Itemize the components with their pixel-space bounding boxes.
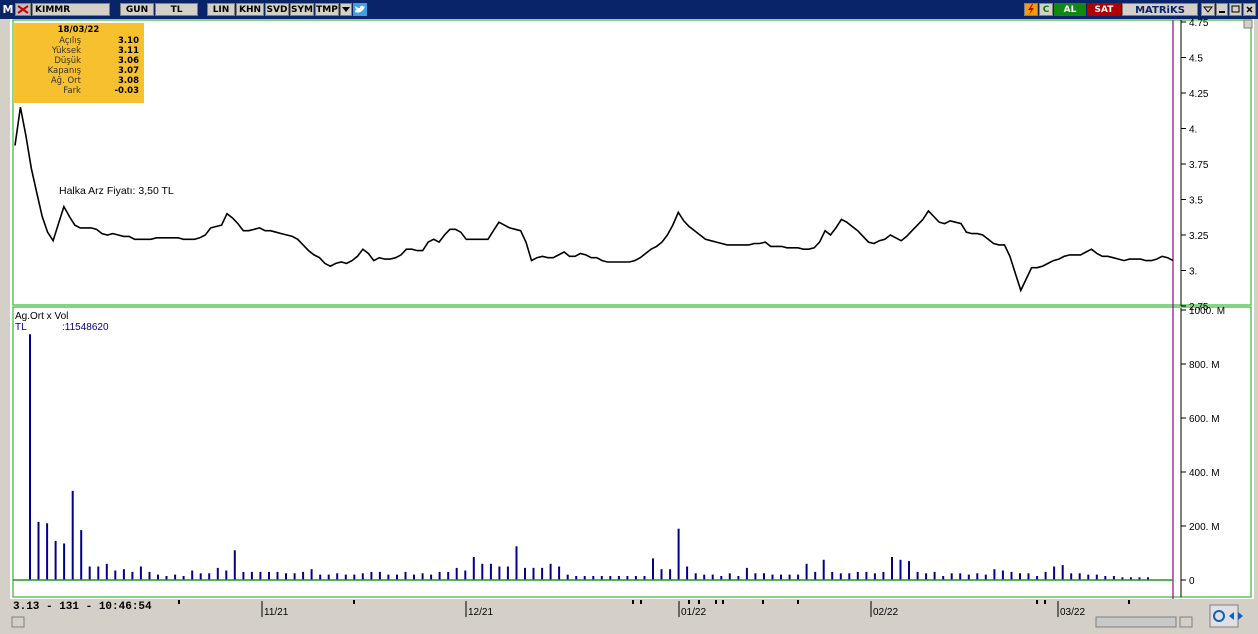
- event-marker: [688, 600, 690, 604]
- volume-tick-label: 800. M: [1189, 360, 1220, 371]
- info-row-open: Açılış 3.10: [13, 36, 144, 46]
- volume-legend-title: Ag.Ort x Vol: [15, 311, 69, 322]
- info-row-diff: Fark -0.03: [13, 86, 144, 96]
- scroll-left-icon: [11, 616, 25, 628]
- event-marker: [353, 600, 355, 604]
- sell-button[interactable]: SAT: [1087, 3, 1121, 16]
- refresh-circle: [1213, 610, 1225, 622]
- price-tick-label: 2.75: [1189, 302, 1209, 313]
- volume-pane-border: [12, 306, 1252, 598]
- price-tick-label: 3.5: [1189, 196, 1203, 207]
- volume-tick-label: 0: [1189, 576, 1195, 587]
- time-axis: 11/21 12/21 01/22 02/22 03/22: [11, 600, 1243, 628]
- info-key: Kapanış: [47, 66, 81, 76]
- info-key: Fark: [63, 86, 81, 96]
- event-marker: [640, 600, 642, 604]
- event-marker: [1036, 600, 1038, 604]
- nav-right-icon: [1238, 612, 1243, 620]
- scroll-right-icon: [1179, 616, 1193, 628]
- ipo-annotation: Halka Arz Fiyatı: 3,50 TL: [59, 185, 174, 197]
- event-marker: [762, 600, 764, 604]
- time-tick-label: 02/22: [873, 607, 898, 618]
- volume-tick-label: 200. M: [1189, 522, 1220, 533]
- price-tick-label: 4.: [1189, 125, 1197, 136]
- info-value: 3.10: [118, 36, 139, 46]
- info-key: Açılış: [59, 36, 81, 46]
- bottom-bar: 3.13 - 131 - 10:46:54 11/21 12/21 01/22 02/…: [0, 599, 1258, 634]
- chart-area[interactable]: 4.75 4.5 4.25 4. 3.75 3.5 3.25 3. 2.75 1000. M 80…: [10, 18, 1254, 599]
- close-icon[interactable]: [1243, 3, 1256, 16]
- time-tick-label: 01/22: [681, 607, 706, 618]
- dropdown-icon[interactable]: [340, 3, 352, 16]
- info-row-low: Düşük 3.06: [13, 56, 144, 66]
- currency-button[interactable]: TL: [155, 3, 198, 16]
- scrollbar-thumb: [1095, 616, 1177, 628]
- brand-label: MATRiKS: [1122, 3, 1198, 16]
- restore-icon[interactable]: [1216, 3, 1228, 16]
- price-tick-label: 4.75: [1189, 19, 1209, 29]
- volume-tick-label: 1000. M: [1189, 306, 1225, 317]
- price-volume-chart: 4.75 4.5 4.25 4. 3.75 3.5 3.25 3. 2.75 1000. M 80…: [12, 18, 1253, 599]
- scissors-icon[interactable]: [15, 3, 31, 16]
- event-marker: [715, 600, 717, 604]
- lightning-icon[interactable]: [1024, 3, 1038, 16]
- price-tick-label: 3.25: [1189, 231, 1209, 242]
- pane-scroll-icon: [1243, 19, 1253, 29]
- event-marker: [178, 600, 180, 604]
- symbol-field[interactable]: KIMMR: [32, 3, 110, 16]
- info-row-high: Yüksek 3.11: [13, 46, 144, 56]
- price-pane-border: [12, 19, 1252, 306]
- price-tick-label: 4.25: [1189, 89, 1209, 100]
- tmp-button[interactable]: TMP: [315, 3, 339, 16]
- minimize-icon[interactable]: [1201, 3, 1215, 16]
- info-value: 3.07: [118, 66, 139, 76]
- svd-button[interactable]: SVD: [265, 3, 289, 16]
- volume-tick-label: 600. M: [1189, 414, 1220, 425]
- info-row-wavg: Ağ. Ort 3.08: [13, 76, 144, 86]
- volume-tick-label: 400. M: [1189, 468, 1220, 479]
- info-value: -0.03: [114, 86, 140, 96]
- khn-button[interactable]: KHN: [236, 3, 264, 16]
- status-readout: 3.13 - 131 - 10:46:54: [13, 601, 152, 613]
- info-value: 3.11: [118, 46, 139, 56]
- event-marker: [797, 600, 799, 604]
- info-key: Düşük: [54, 56, 81, 66]
- nav-left-icon: [1229, 612, 1234, 620]
- price-tick-label: 3.: [1189, 267, 1197, 278]
- price-tick-label: 4.5: [1189, 54, 1203, 65]
- buy-button[interactable]: AL: [1054, 3, 1086, 16]
- info-key: Yüksek: [51, 46, 81, 56]
- period-button[interactable]: GUN: [120, 3, 154, 16]
- event-marker: [722, 600, 724, 604]
- c-button[interactable]: C: [1039, 3, 1053, 16]
- time-tick-label: 12/21: [468, 607, 493, 618]
- event-marker: [1044, 600, 1046, 604]
- info-value: 3.08: [118, 76, 139, 86]
- volume-legend-value: :11548620: [62, 322, 109, 333]
- event-marker: [1128, 600, 1130, 604]
- time-tick-label: 03/22: [1060, 607, 1085, 618]
- info-row-close: Kapanış 3.07: [13, 66, 144, 76]
- price-tick-label: 3.75: [1189, 160, 1209, 171]
- info-date: 18/03/22: [57, 25, 100, 35]
- toolbar: M KIMMR GUN TL LIN KHN SVD SYM TMP C AL …: [0, 0, 1258, 19]
- app-logo: M: [2, 3, 14, 16]
- info-value: 3.06: [118, 56, 139, 66]
- volume-legend-label: TL: [15, 322, 27, 333]
- info-key: Ağ. Ort: [50, 76, 81, 86]
- sym-button[interactable]: SYM: [290, 3, 314, 16]
- event-marker: [632, 600, 634, 604]
- event-marker: [698, 600, 700, 604]
- maximize-icon[interactable]: [1229, 3, 1242, 16]
- price-series-line: [14, 107, 1174, 293]
- ohlc-info-box: 18/03/22 Açılış 3.10 Yüksek 3.11 Düşük 3.06…: [13, 23, 144, 103]
- twitter-icon[interactable]: [353, 3, 367, 16]
- time-tick-label: 11/21: [264, 607, 289, 618]
- lin-button[interactable]: LIN: [207, 3, 235, 16]
